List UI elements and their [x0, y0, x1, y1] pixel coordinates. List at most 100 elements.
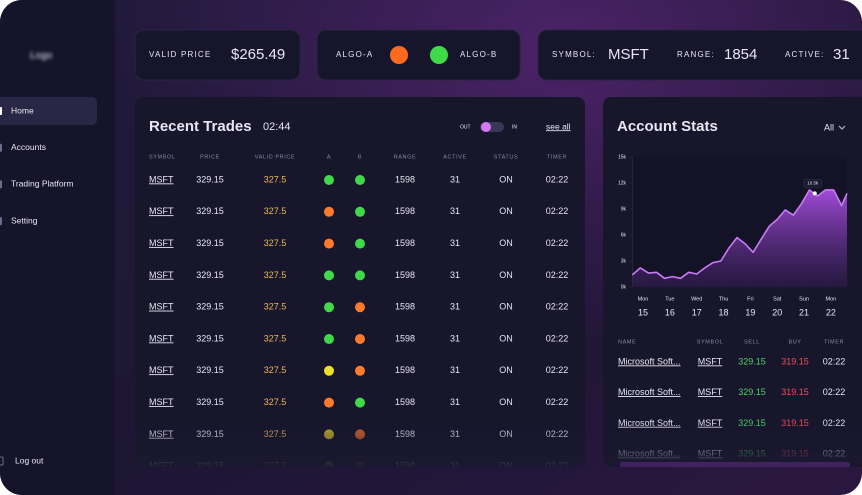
- x-tick-date: 17: [692, 307, 702, 317]
- account-content: Account Stats All 0k 3k 6k 9k 12k 15k Mon 15 Tue 16…: [603, 118, 862, 467]
- misc: Logo Home Accounts Trading Platform Setting L…: [0, 46, 850, 466]
- status-dot: [430, 46, 448, 64]
- y-tick-label: 6k: [621, 232, 627, 238]
- cell: 31: [450, 238, 460, 248]
- cell: 31: [450, 365, 460, 375]
- menu-icon: [0, 180, 2, 189]
- y-tick-label: 0k: [621, 284, 627, 290]
- column-header: TIMER: [547, 154, 567, 160]
- cell: 02:22: [546, 238, 569, 248]
- symbol-link[interactable]: MSFT: [149, 302, 174, 312]
- recent-trades-panel: [135, 97, 585, 467]
- status-dot: [324, 334, 334, 344]
- x-tick-date: 15: [638, 307, 648, 317]
- cell: 329.15: [196, 302, 224, 312]
- status-dot: [324, 175, 334, 185]
- x-tick-date: 19: [745, 307, 755, 317]
- cell: 329.15: [738, 387, 766, 397]
- y-tick-label: 9k: [621, 206, 627, 212]
- cell: ON: [499, 333, 513, 343]
- symbol-card: [537, 29, 862, 81]
- menu-icon: [0, 107, 2, 115]
- label: SYMBOL:: [552, 50, 596, 59]
- column-header: SYMBOL: [697, 339, 724, 345]
- cell: 1598: [395, 270, 415, 280]
- cell: 329.15: [196, 206, 224, 216]
- cell: 327.5: [264, 397, 287, 407]
- cell: 31: [450, 270, 460, 280]
- menu-item[interactable]: Accounts: [11, 142, 46, 152]
- column-header: RANGE: [394, 154, 417, 160]
- filter[interactable]: All: [824, 122, 834, 132]
- label: VALID PRICE: [149, 50, 211, 59]
- menu-item[interactable]: Home: [11, 105, 34, 115]
- cell: 02:22: [546, 333, 569, 343]
- valid-price: $265.49: [231, 46, 285, 63]
- toggle-label: OUT: [460, 124, 471, 130]
- symbol-link[interactable]: MSFT: [149, 365, 174, 375]
- cell: ON: [499, 302, 513, 312]
- cell: 1598: [395, 365, 415, 375]
- x-tick-date: 20: [772, 307, 782, 317]
- menu-item[interactable]: Setting: [11, 215, 38, 225]
- column-header: SYMBOL: [149, 154, 176, 160]
- symbol-link[interactable]: MSFT: [149, 270, 174, 280]
- label: ALGO-A: [336, 50, 373, 59]
- symbol-link[interactable]: MSFT: [149, 174, 174, 184]
- cell: ON: [499, 174, 513, 184]
- column-header: STATUS: [494, 154, 518, 160]
- cell: 1598: [395, 302, 415, 312]
- tooltip-point: [812, 191, 817, 196]
- symbol-link[interactable]: MSFT: [149, 333, 174, 343]
- column-header: ACTIVE: [443, 154, 466, 160]
- link[interactable]: MSFT: [698, 356, 723, 366]
- link[interactable]: Microsoft Soft...: [618, 356, 681, 366]
- label: RANGE:: [677, 50, 715, 59]
- x-tick-label: Mon: [826, 296, 837, 302]
- menu-highlight: [0, 97, 97, 125]
- cell: 1598: [395, 333, 415, 343]
- x-tick-label: Sun: [799, 296, 809, 302]
- toggle-knob[interactable]: [481, 122, 491, 132]
- status-dot: [324, 302, 334, 313]
- link[interactable]: Microsoft Soft...: [618, 387, 681, 397]
- cell: 02:22: [546, 174, 569, 184]
- y-tick-label: 3k: [621, 258, 627, 264]
- algo-card: [316, 29, 521, 81]
- fade: [603, 420, 862, 467]
- cell: 327.5: [264, 270, 287, 280]
- cell: 329.15: [196, 365, 224, 375]
- y-tick-label: 12k: [618, 180, 627, 186]
- link[interactable]: MSFT: [698, 387, 723, 397]
- symbol-link[interactable]: MSFT: [149, 238, 174, 248]
- cell: 02:22: [546, 270, 569, 280]
- logout[interactable]: Log out: [15, 455, 44, 465]
- chevron[interactable]: [838, 125, 846, 130]
- cell: 327.5: [264, 365, 287, 375]
- column-header: TIMER: [824, 339, 844, 345]
- cell: 02:22: [546, 365, 569, 375]
- column-header: PRICE: [200, 154, 220, 160]
- x-tick-label: Wed: [691, 296, 702, 302]
- status-dot: [355, 175, 365, 185]
- cell: 327.5: [264, 174, 287, 184]
- status-dot: [324, 238, 334, 249]
- symbol-link[interactable]: MSFT: [149, 397, 174, 407]
- menu-item[interactable]: Trading Platform: [11, 179, 74, 189]
- area: [632, 189, 847, 287]
- symbol-link[interactable]: MSFT: [149, 206, 174, 216]
- value: 31: [833, 46, 850, 63]
- status-dot: [324, 206, 334, 217]
- panel-title: Account Stats: [617, 118, 718, 135]
- toggle-label: IN: [512, 124, 517, 130]
- x-tick-label: Sat: [773, 296, 782, 302]
- clock: 02:44: [263, 121, 291, 133]
- y-tick-label: 15k: [618, 154, 627, 160]
- cell: 327.5: [264, 238, 287, 248]
- cell: ON: [499, 397, 513, 407]
- cell: 329.15: [196, 397, 224, 407]
- x-tick-label: Tue: [665, 296, 674, 302]
- cell: 327.5: [264, 302, 287, 312]
- see-all[interactable]: see all: [546, 121, 571, 131]
- status-dot: [324, 397, 334, 408]
